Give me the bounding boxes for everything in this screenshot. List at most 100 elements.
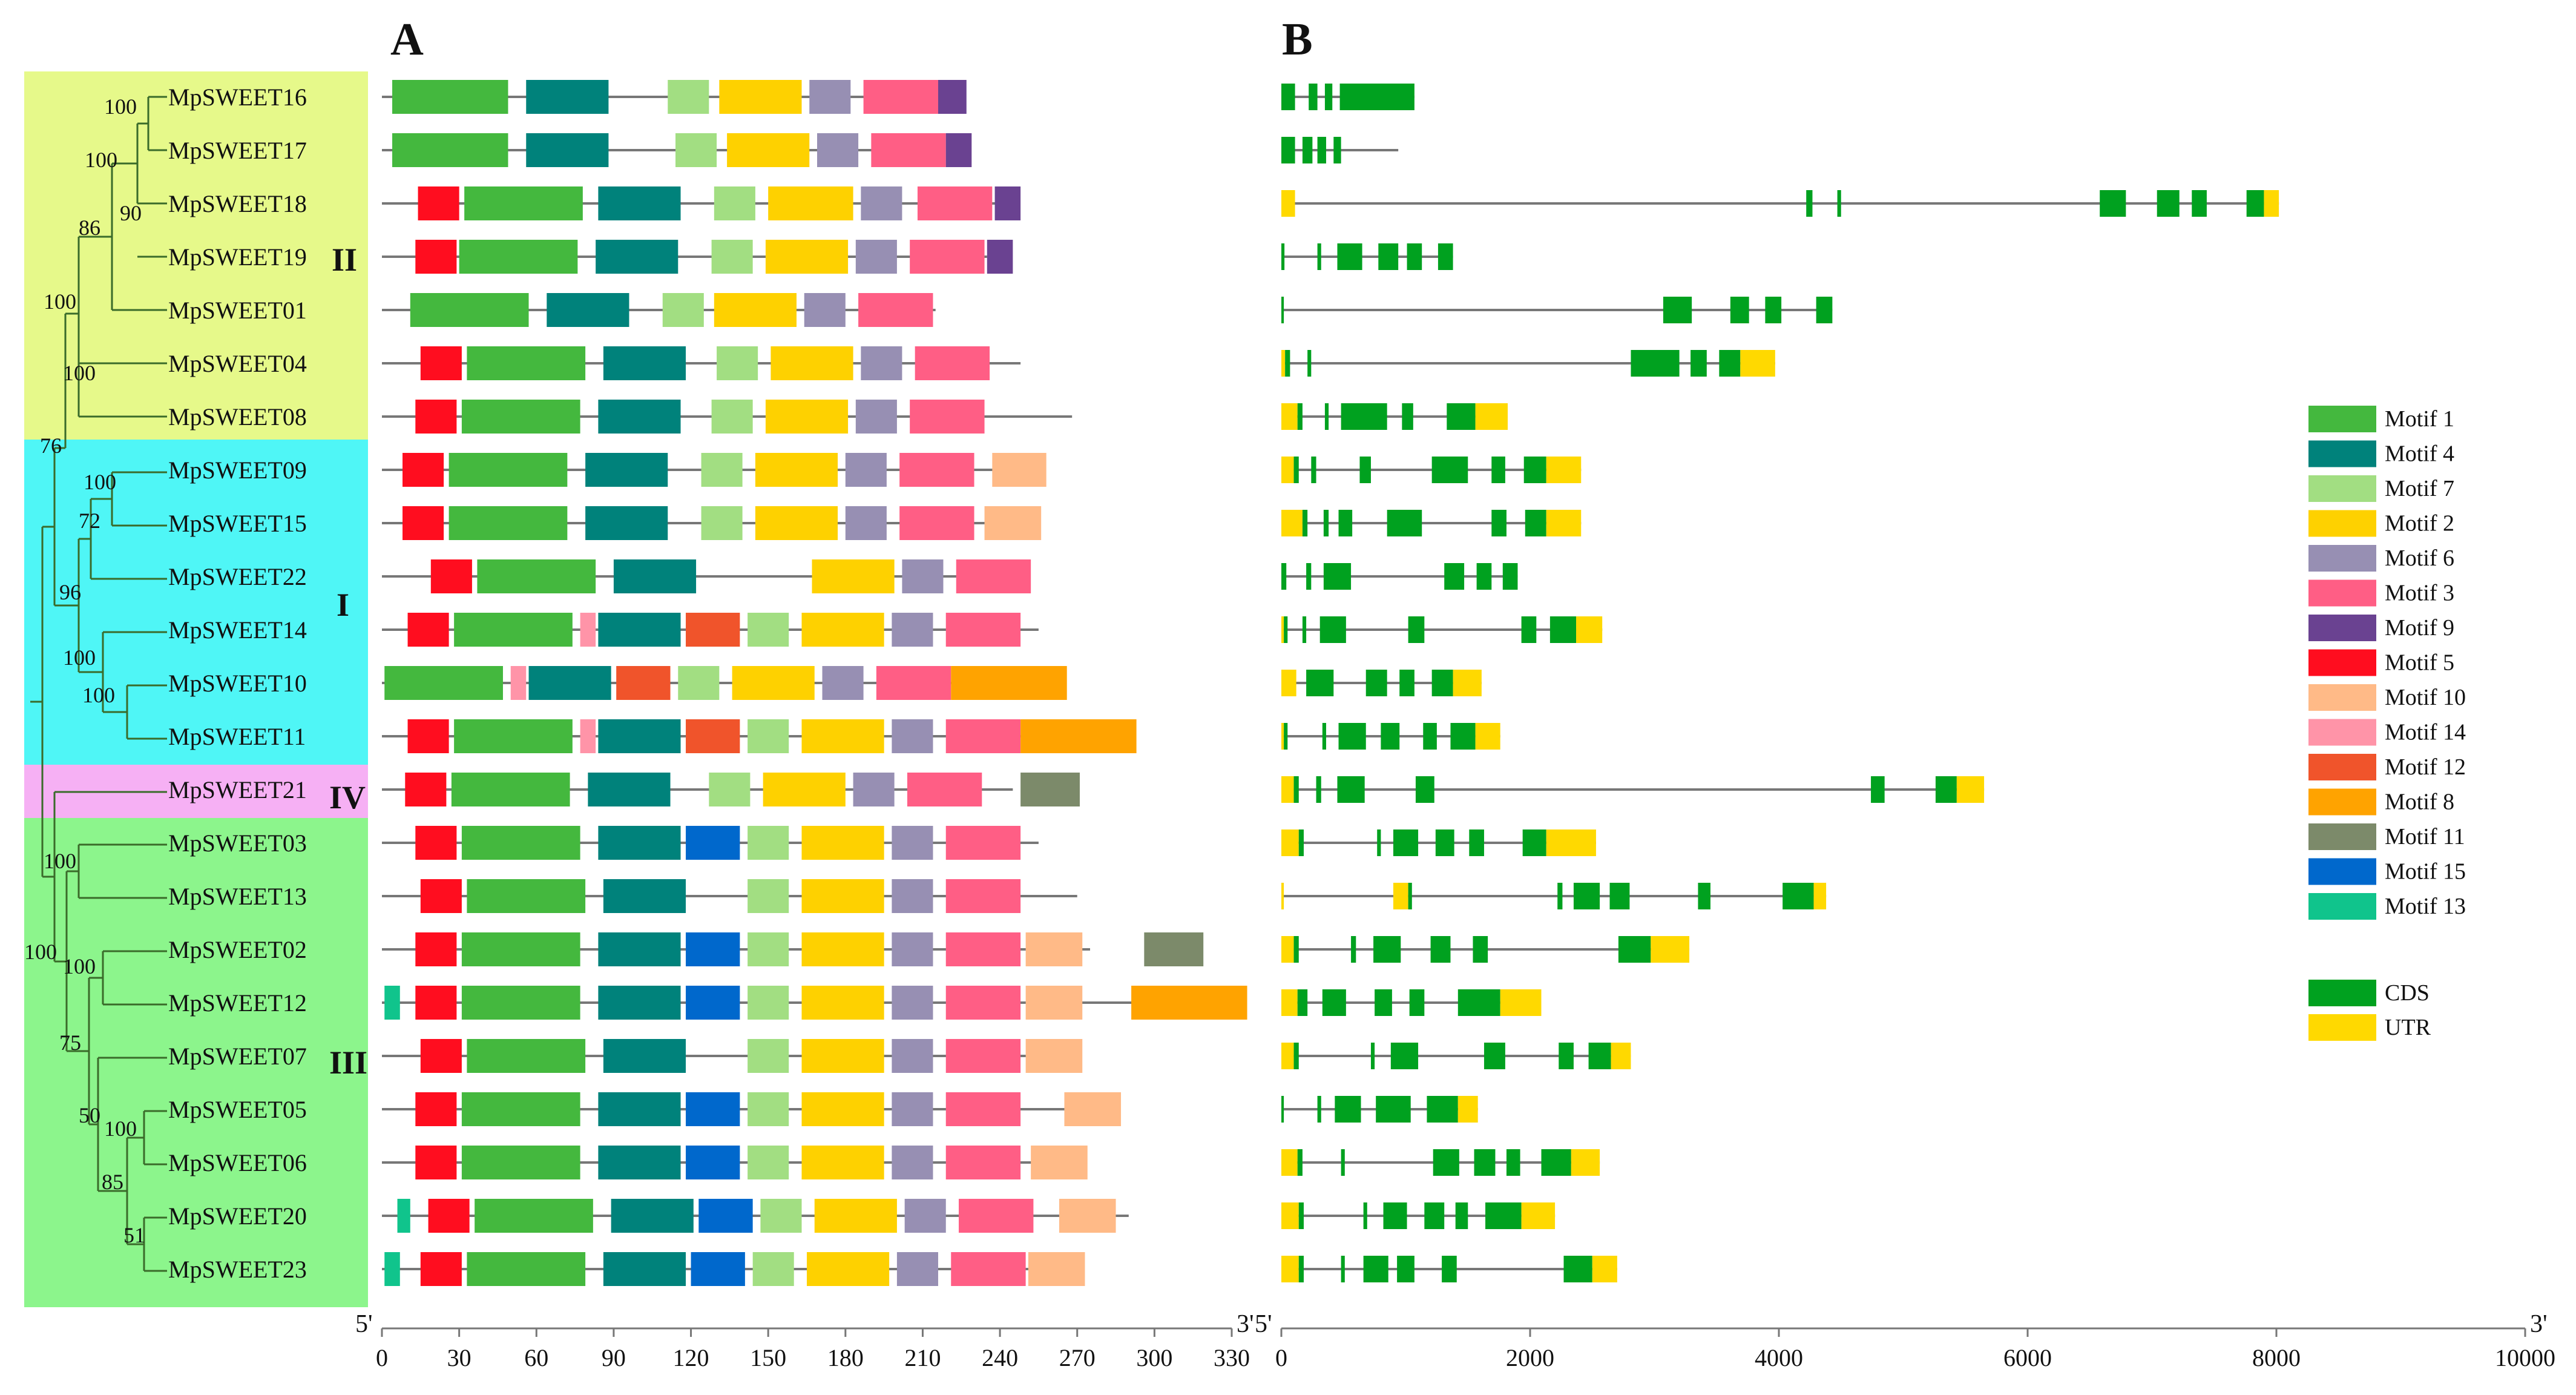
- group-II-background: [24, 71, 368, 440]
- motif-9-block: [938, 80, 967, 114]
- legend-swatch: [2308, 615, 2376, 641]
- gene-name-label: MpSWEET16: [168, 84, 307, 111]
- motif-6-block: [855, 400, 897, 434]
- cds-block: [1609, 883, 1630, 909]
- cds-block: [1816, 297, 1833, 323]
- legend-label: CDS: [2385, 980, 2430, 1006]
- motif-4-block: [598, 400, 681, 434]
- cds-block: [1563, 1256, 1592, 1282]
- legend-swatch: [2308, 823, 2376, 850]
- gene-row: MpSWEET19: [168, 240, 1453, 274]
- cds-block: [1409, 989, 1425, 1016]
- cds-block: [1337, 776, 1365, 803]
- gene-name-label: MpSWEET20: [168, 1202, 307, 1230]
- motif-7-block: [748, 986, 789, 1020]
- motif-14-block: [580, 613, 596, 647]
- motif-1-block: [410, 293, 529, 327]
- motif-1-block: [454, 613, 573, 647]
- cds-block: [2100, 190, 2126, 217]
- bootstrap-label: 75: [59, 1031, 81, 1055]
- motif-5-block: [420, 1039, 462, 1073]
- legend-swatch: [2308, 510, 2376, 537]
- cds-block: [1430, 936, 1451, 963]
- utr-block: [1576, 616, 1603, 643]
- cds-block: [1408, 616, 1425, 643]
- motif-3-block: [945, 986, 1021, 1020]
- cds-block: [1427, 1096, 1458, 1123]
- axis-a-5prime: 5': [355, 1310, 373, 1338]
- cds-block: [1297, 1149, 1303, 1176]
- bootstrap-label: 100: [104, 1116, 137, 1141]
- group-label-II: II: [332, 242, 357, 278]
- motif-2-block: [755, 453, 838, 487]
- motif-7-block: [717, 346, 758, 380]
- cds-block: [1765, 297, 1782, 323]
- motif-3-block: [945, 1146, 1021, 1179]
- axis-a-tick-label: 270: [1059, 1344, 1096, 1371]
- motif-4-block: [613, 559, 697, 593]
- motif-6-block: [809, 80, 851, 114]
- utr-block: [1571, 1149, 1600, 1176]
- motif-7-block: [748, 826, 789, 860]
- cds-block: [1284, 723, 1288, 750]
- cds-block: [1378, 243, 1399, 270]
- cds-block: [1363, 1256, 1388, 1282]
- cds-block: [1341, 1149, 1345, 1176]
- axis-b-3prime: 3': [2530, 1310, 2548, 1338]
- cds-block: [1311, 457, 1316, 483]
- bootstrap-label: 100: [104, 94, 137, 119]
- legend-swatch: [2308, 719, 2376, 746]
- motif-5-block: [402, 453, 444, 487]
- legend-label: UTR: [2385, 1015, 2431, 1040]
- motif-7-block: [748, 1039, 789, 1073]
- motif-2-block: [714, 293, 797, 327]
- group-I-background: [24, 440, 368, 765]
- cds-block: [1457, 989, 1500, 1016]
- motif-4-block: [596, 240, 678, 274]
- motif-3-block: [945, 1039, 1021, 1073]
- motif-1-block: [467, 1039, 586, 1073]
- motif-5-block: [420, 1252, 462, 1286]
- legend-swatch: [2308, 788, 2376, 816]
- motif-12-block: [686, 613, 740, 647]
- cds-block: [1433, 1149, 1459, 1176]
- motif-4-block: [603, 879, 686, 913]
- gene-row: MpSWEET20: [168, 1199, 1556, 1233]
- cds-block: [1335, 1096, 1361, 1123]
- cds-block: [1306, 670, 1334, 696]
- cds-block: [1387, 510, 1422, 536]
- motif-8-block: [1131, 986, 1247, 1020]
- motif-4-block: [603, 1252, 686, 1286]
- gene-name-label: MpSWEET12: [168, 989, 307, 1017]
- cds-block: [1337, 243, 1362, 270]
- motif-6-block: [817, 133, 859, 167]
- cds-block: [1376, 1096, 1411, 1123]
- cds-block: [1338, 723, 1366, 750]
- gene-row: MpSWEET04: [168, 346, 1775, 380]
- motif-3-block: [899, 506, 974, 540]
- motif-2-block: [801, 879, 884, 913]
- motif-3-block: [858, 293, 933, 327]
- legend-label: Motif 7: [2385, 476, 2454, 501]
- legend-swatch: [2308, 754, 2376, 780]
- motif-13-block: [384, 986, 400, 1020]
- utr-block: [1281, 616, 1284, 643]
- cds-block: [1281, 297, 1284, 323]
- gene-row: MpSWEET23: [168, 1252, 1617, 1286]
- motif-6-block: [892, 1146, 933, 1179]
- motif-1-block: [467, 879, 586, 913]
- motif-4-block: [526, 80, 609, 114]
- gene-rows: MpSWEET16 MpSWEET17 MpSWEET18 MpSWEET19 MpSW…: [168, 80, 2279, 1286]
- cds-block: [1307, 350, 1312, 377]
- cds-block: [1284, 616, 1288, 643]
- axis-amino-acids: 5' 3' 0 30 60 90 120 150 180 210 240 270 300 330: [355, 1310, 1254, 1371]
- motif-7-block: [668, 80, 709, 114]
- legend-label: Motif 1: [2385, 406, 2454, 432]
- cds-block: [1473, 936, 1488, 963]
- cds-block: [1782, 883, 1814, 909]
- cds-block: [1316, 776, 1321, 803]
- utr-block: [1281, 883, 1284, 909]
- cds-block: [1319, 616, 1346, 643]
- gene-row: MpSWEET01: [168, 293, 1833, 327]
- gene-name-label: MpSWEET21: [168, 776, 307, 803]
